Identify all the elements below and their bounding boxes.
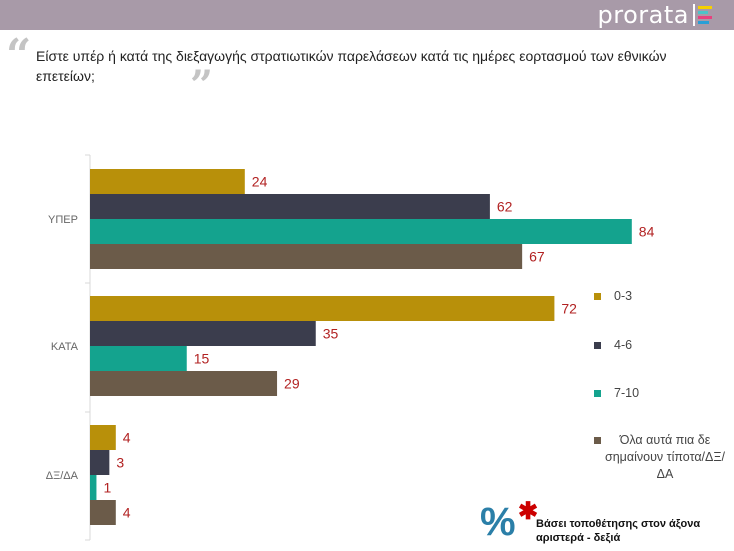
legend-swatch bbox=[594, 342, 601, 349]
category-label: ΔΞ/ΔΑ bbox=[46, 470, 79, 482]
close-quote-icon: ” bbox=[190, 62, 214, 109]
question-text: Είστε υπέρ ή κατά της διεξαγωγής στρατιω… bbox=[36, 48, 667, 84]
data-label: 29 bbox=[284, 376, 300, 392]
bar bbox=[90, 194, 490, 219]
data-label: 35 bbox=[323, 326, 339, 342]
data-label: 84 bbox=[639, 224, 655, 240]
footnote: % ✱ Βάσει τοποθέτησης στον άξονα αριστερ… bbox=[480, 500, 730, 550]
brand-mark-icon bbox=[698, 6, 712, 24]
legend-swatch bbox=[594, 293, 601, 300]
brand-divider bbox=[693, 4, 695, 26]
legend-label: 4-6 bbox=[614, 338, 633, 352]
top-bar: prorata bbox=[0, 0, 734, 30]
legend-swatch bbox=[594, 437, 601, 444]
data-label: 1 bbox=[103, 480, 111, 496]
bar bbox=[90, 321, 316, 346]
legend-label: 0-3 bbox=[614, 289, 633, 303]
bar bbox=[90, 500, 116, 525]
legend-label: Όλα αυτά πια δε σημαίνουν τίποτα/ΔΞ/ΔΑ bbox=[605, 433, 725, 481]
footnote-text: Βάσει τοποθέτησης στον άξονα αριστερά - … bbox=[536, 518, 701, 544]
category-label: ΥΠΕΡ bbox=[48, 214, 78, 226]
data-label: 3 bbox=[116, 455, 124, 471]
legend-label: 7-10 bbox=[614, 386, 640, 400]
data-label: 72 bbox=[561, 301, 577, 317]
legend-swatch bbox=[594, 390, 601, 397]
bar bbox=[90, 296, 555, 321]
brand-logo: prorata bbox=[598, 0, 712, 30]
open-quote-icon: “ bbox=[6, 30, 32, 81]
bar bbox=[90, 169, 245, 194]
data-label: 15 bbox=[194, 351, 210, 367]
data-label: 24 bbox=[252, 174, 268, 190]
category-label: ΚΑΤΑ bbox=[51, 341, 79, 353]
bar bbox=[90, 425, 116, 450]
data-label: 4 bbox=[123, 505, 131, 521]
bar bbox=[90, 346, 187, 371]
brand-name: prorata bbox=[597, 1, 689, 29]
data-label: 62 bbox=[497, 199, 513, 215]
data-label: 4 bbox=[123, 430, 131, 446]
bar bbox=[90, 475, 97, 500]
data-label: 67 bbox=[529, 249, 545, 265]
bar bbox=[90, 244, 523, 269]
percent-icon: % bbox=[480, 500, 516, 544]
bar bbox=[90, 450, 110, 475]
bar bbox=[90, 219, 632, 244]
asterisk-icon: ✱ bbox=[518, 498, 539, 525]
bar bbox=[90, 371, 278, 396]
